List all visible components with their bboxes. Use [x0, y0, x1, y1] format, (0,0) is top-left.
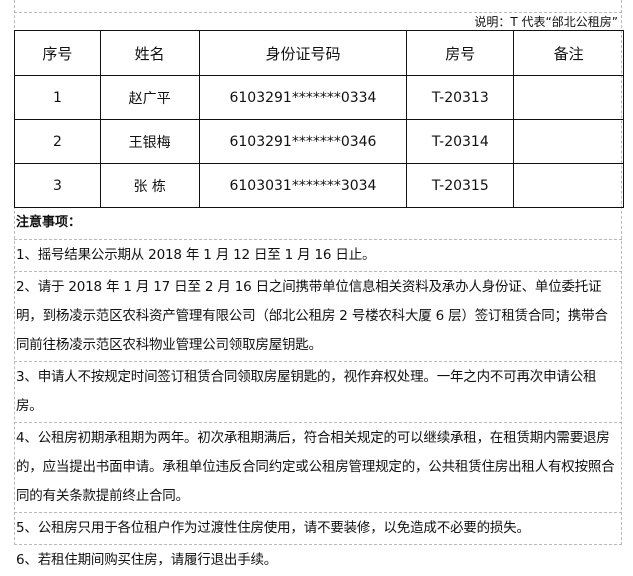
cell: 张 栋 — [99, 163, 200, 208]
table-row: 3 张 栋 6103031*******3034 T-20315 — [14, 163, 624, 208]
cell: 6103291*******0334 — [198, 75, 408, 120]
note-item: 4、公租房初期承租期为两年。初次承租期满后，符合相关规定的可以继续承租，在租赁期… — [14, 422, 622, 512]
cell: 3 — [14, 163, 101, 208]
header-row: 序号 姓名 身份证号码 房号 备注 — [14, 30, 624, 76]
header-cell: 身份证号码 — [198, 30, 408, 76]
cell — [513, 163, 624, 208]
header-cell: 备注 — [513, 30, 624, 76]
note-item: 3、申请人不按规定时间签订租赁合同领取房屋钥匙的，视作弃权处理。一年之内不可再次… — [14, 361, 622, 422]
cell: 赵广平 — [99, 75, 200, 120]
cell — [513, 75, 624, 120]
cell: 1 — [14, 75, 101, 120]
cell: T-20314 — [406, 119, 515, 164]
table-row: 2 王银梅 6103291*******0346 T-20314 — [14, 119, 624, 164]
allocation-table: 序号 姓名 身份证号码 房号 备注 1 赵广平 6103291*******03… — [14, 30, 624, 208]
cell: T-20313 — [406, 75, 515, 120]
cell — [513, 119, 624, 164]
notes-section: 注意事项： 1、摇号结果公示期从 2018 年 1 月 12 日至 1 月 16… — [14, 207, 622, 576]
cell: 王银梅 — [99, 119, 200, 164]
header-cell: 姓名 — [99, 30, 200, 76]
cell: T-20315 — [406, 163, 515, 208]
note-item: 2、请于 2018 年 1 月 17 日至 2 月 16 日之间携带单位信息相关… — [14, 271, 622, 361]
note-item: 5、公租房只用于各位租户作为过渡性住房使用，请不要装修，以免造成不必要的损失。 — [14, 512, 622, 544]
note-item: 6、若租住期间购买住房，请履行退出手续。 — [14, 544, 622, 576]
cell: 6103291*******0346 — [198, 119, 408, 164]
header-cell: 序号 — [14, 30, 101, 76]
cell: 2 — [14, 119, 101, 164]
note-item: 1、摇号结果公示期从 2018 年 1 月 12 日至 1 月 16 日止。 — [14, 239, 622, 271]
cell: 6103031*******3034 — [198, 163, 408, 208]
table-row: 1 赵广平 6103291*******0334 T-20313 — [14, 75, 624, 120]
notes-heading: 注意事项： — [16, 215, 82, 230]
header-cell: 房号 — [406, 30, 515, 76]
caption: 说明：T 代表“邰北公租房” — [14, 12, 622, 30]
